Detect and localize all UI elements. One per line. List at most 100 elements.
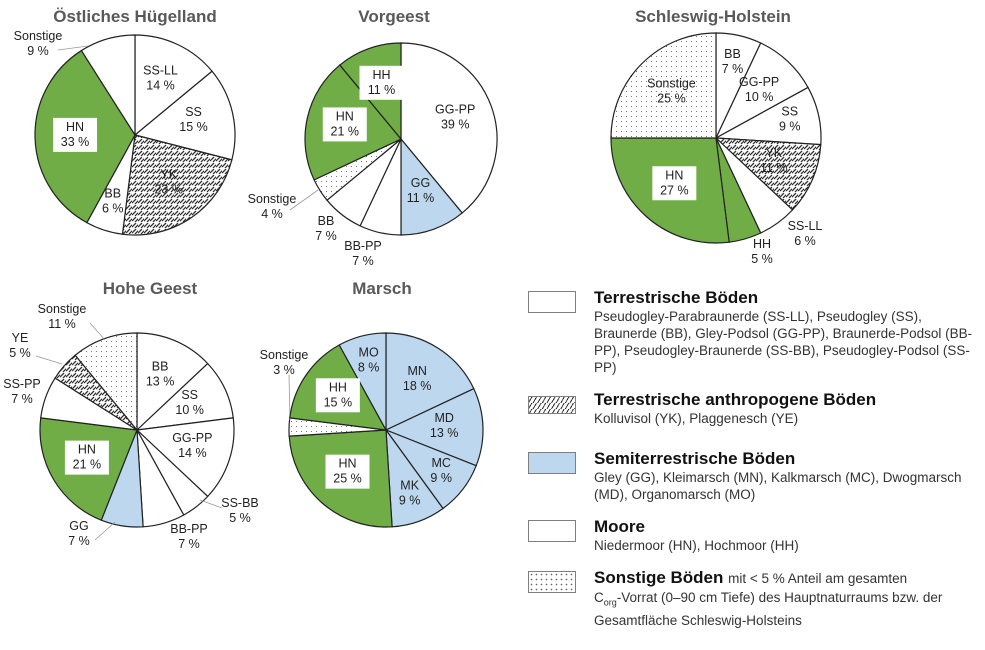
pie-slice-mo bbox=[338, 332, 387, 431]
slice-percent-label: 7 % bbox=[11, 392, 33, 406]
slice-code-label: HN bbox=[338, 457, 356, 471]
legend-description: Kolluvisol (YK), Plaggenesch (YE) bbox=[594, 411, 799, 426]
slice-percent-label: 21 % bbox=[331, 124, 360, 138]
slice-percent-label: 7 % bbox=[352, 254, 374, 268]
slice-percent-label: 7 % bbox=[315, 229, 337, 243]
slice-percent-label: 6 % bbox=[794, 234, 816, 248]
slice-percent-label: 11 % bbox=[760, 161, 788, 175]
slice-percent-label: 5 % bbox=[9, 346, 31, 360]
slice-percent-label: 13 % bbox=[430, 426, 459, 440]
pie-title: Vorgeest bbox=[358, 7, 430, 26]
legend-description: Corg-Vorrat (0–90 cm Tiefe) des Hauptnat… bbox=[594, 589, 983, 629]
slice-code-label: SS bbox=[185, 105, 202, 119]
label-box bbox=[315, 378, 360, 413]
slice-code-label: GG-PP bbox=[172, 431, 212, 445]
slice-percent-label: 11 % bbox=[368, 83, 396, 97]
slice-code-label: Sonstige bbox=[14, 29, 63, 43]
legend-heading-suffix: mit < 5 % Anteil am gesamten bbox=[728, 571, 908, 586]
leader-line bbox=[57, 45, 89, 51]
slice-percent-label: 7 % bbox=[722, 62, 744, 76]
legend-item-anthropogen: Terrestrische anthropogene Böden Kolluvi… bbox=[528, 390, 983, 427]
slice-percent-label: 39 % bbox=[441, 117, 470, 131]
legend-item-semiterrestrisch: Semiterrestrische Böden Gley (GG), Kleim… bbox=[528, 449, 983, 503]
slice-code-label: GG bbox=[69, 519, 88, 533]
slice-percent-label: 18 % bbox=[403, 379, 432, 393]
legend-heading: Terrestrische Böden bbox=[594, 288, 759, 307]
slice-percent-label: 5 % bbox=[751, 252, 773, 266]
slice-code-label: HH bbox=[753, 237, 771, 251]
leader-line bbox=[89, 322, 106, 341]
slice-percent-label: 6 % bbox=[102, 201, 124, 215]
slice-code-label: HH bbox=[329, 380, 347, 394]
slice-code-label: MC bbox=[431, 456, 450, 470]
legend-item-sonstige: Sonstige Böden mit < 5 % Anteil am gesam… bbox=[528, 568, 983, 629]
legend-item-terrestrisch: Terrestrische Böden Pseudogley-Parabraun… bbox=[528, 288, 983, 376]
label-box bbox=[322, 107, 367, 142]
pie-slice-gg-pp bbox=[135, 417, 235, 498]
slice-percent-label: 4 % bbox=[261, 207, 283, 221]
legend-description: Pseudogley-Parabraunerde (SS-LL), Pseudo… bbox=[594, 309, 973, 375]
legend-swatch-light-blue bbox=[528, 452, 576, 474]
slice-percent-label: 33 % bbox=[61, 135, 90, 149]
slice-code-label: Sonstige bbox=[248, 192, 297, 206]
pie-slice-sonstige bbox=[610, 32, 717, 139]
label-box bbox=[53, 117, 98, 152]
pie-title: Östliches Hügelland bbox=[53, 7, 216, 26]
slice-percent-label: 5 % bbox=[229, 511, 251, 525]
slice-percent-label: 25 % bbox=[657, 91, 686, 105]
slice-percent-label: 15 % bbox=[324, 395, 353, 409]
slice-percent-label: 9 % bbox=[399, 494, 421, 508]
slice-percent-label: 10 % bbox=[745, 90, 774, 104]
legend-heading: Semiterrestrische Böden bbox=[594, 449, 796, 468]
slice-percent-label: 11 % bbox=[48, 317, 76, 331]
slice-code-label: BB bbox=[724, 47, 741, 61]
legend-description: Niedermoor (HN), Hochmoor (HH) bbox=[594, 538, 799, 553]
slice-code-label: HN bbox=[665, 168, 683, 182]
slice-percent-label: 13 % bbox=[146, 375, 175, 389]
slice-percent-label: 14 % bbox=[146, 79, 175, 93]
pie-title: Hohe Geest bbox=[103, 279, 198, 298]
leader-line bbox=[94, 521, 116, 541]
label-box bbox=[359, 65, 404, 100]
slice-code-label: HN bbox=[66, 120, 84, 134]
pie-slice-gg-pp bbox=[400, 42, 498, 214]
slice-percent-label: 9 % bbox=[27, 44, 49, 58]
legend-swatch-hatched bbox=[528, 396, 576, 414]
slice-percent-label: 8 % bbox=[358, 360, 380, 374]
legend-item-moore: Moore Niedermoor (HN), Hochmoor (HH) bbox=[528, 517, 983, 554]
pie-slice-ss bbox=[133, 70, 236, 161]
slice-percent-label: 7 % bbox=[68, 534, 90, 548]
legend-heading: Terrestrische anthropogene Böden bbox=[594, 390, 877, 409]
slice-code-label: Sonstige bbox=[260, 348, 309, 362]
pie-title: Marsch bbox=[352, 279, 412, 298]
slice-code-label: SS-LL bbox=[788, 219, 823, 233]
slice-percent-label: 23 % bbox=[154, 183, 183, 197]
slice-percent-label: 27 % bbox=[660, 183, 689, 197]
pie-slice-yk bbox=[714, 137, 822, 211]
slice-code-label: HN bbox=[78, 443, 96, 457]
slice-code-label: YK bbox=[160, 168, 177, 182]
label-box bbox=[64, 440, 109, 475]
slice-code-label: YE bbox=[12, 331, 29, 345]
legend: Terrestrische Böden Pseudogley-Parabraun… bbox=[528, 288, 983, 643]
slice-code-label: HN bbox=[336, 109, 354, 123]
pie-slice-gg bbox=[400, 137, 464, 236]
slice-code-label: BB bbox=[318, 214, 335, 228]
label-box bbox=[325, 454, 370, 489]
legend-heading-line: Sonstige Böden mit < 5 % Anteil am gesam… bbox=[594, 568, 983, 589]
legend-swatch-white bbox=[528, 291, 576, 313]
slice-code-label: SS bbox=[181, 388, 198, 402]
slice-code-label: MD bbox=[434, 411, 453, 425]
leader-line bbox=[35, 355, 63, 365]
slice-percent-label: 25 % bbox=[333, 472, 362, 486]
slice-percent-label: 9 % bbox=[779, 120, 801, 134]
slice-percent-label: 11 % bbox=[407, 191, 435, 205]
slice-code-label: Sonstige bbox=[38, 302, 87, 316]
slice-code-label: SS bbox=[781, 105, 798, 119]
legend-corg-sub: org bbox=[603, 597, 617, 608]
